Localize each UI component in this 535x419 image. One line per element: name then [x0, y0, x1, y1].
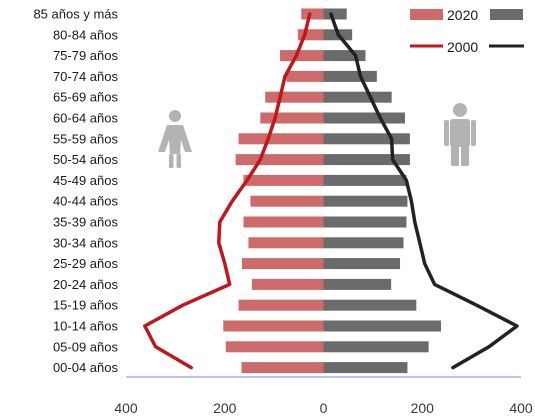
bar-2020-female-85-a-os-y-m-s — [323, 8, 347, 20]
bar-2020-female-20-24-a-os — [323, 278, 392, 290]
category-label-20-24-a-os: 20-24 años — [53, 277, 119, 292]
category-label-65-69-a-os: 65-69 años — [53, 90, 119, 105]
category-label-15-19-a-os: 15-19 años — [53, 298, 119, 313]
bar-2020-male-45-49-a-os — [243, 174, 324, 186]
category-label-50-54-a-os: 50-54 años — [53, 152, 119, 167]
category-label-60-64-a-os: 60-64 años — [53, 111, 119, 126]
bar-2020-male-00-04-a-os — [241, 362, 324, 374]
bar-2020-male-65-69-a-os — [265, 91, 324, 103]
bar-2020-female-55-59-a-os — [323, 133, 410, 145]
bar-2020-male-05-09-a-os — [225, 341, 324, 353]
category-label-45-49-a-os: 45-49 años — [53, 173, 119, 188]
category-label-40-44-a-os: 40-44 años — [53, 194, 119, 209]
bar-2020-male-70-74-a-os — [286, 70, 324, 82]
x-tick-label: 400 — [509, 400, 533, 416]
bar-2020-female-25-29-a-os — [323, 258, 401, 270]
legend-label-2020: 2020 — [447, 7, 478, 23]
category-label-75-79-a-os: 75-79 años — [53, 48, 119, 63]
bar-2020-female-50-54-a-os — [323, 154, 410, 166]
bar-2020-female-10-14-a-os — [323, 320, 442, 332]
category-label-70-74-a-os: 70-74 años — [53, 69, 119, 84]
bar-2020-female-45-49-a-os — [323, 174, 407, 186]
bar-2020-male-35-39-a-os — [243, 216, 324, 228]
x-tick-label: 200 — [213, 400, 237, 416]
category-labels: 85 años y más 80-84 años 75-79 años 70-74 a… — [33, 7, 118, 376]
female-figure-icon — [158, 110, 192, 168]
category-label-05-09-a-os: 05-09 años — [53, 339, 119, 354]
bar-2020-male-25-29-a-os — [242, 258, 324, 270]
bar-2020-male-50-54-a-os — [235, 154, 324, 166]
bar-2020-female-35-39-a-os — [323, 216, 407, 228]
bar-2020-female-00-04-a-os — [323, 362, 408, 374]
bar-2020-male-55-59-a-os — [238, 133, 324, 145]
line-2000-male — [143, 12, 312, 370]
category-label-35-39-a-os: 35-39 años — [53, 215, 119, 230]
category-label-55-59-a-os: 55-59 años — [53, 131, 119, 146]
category-label-00-04-a-os: 00-04 años — [53, 360, 119, 375]
category-label-10-14-a-os: 10-14 años — [53, 319, 119, 334]
category-label-25-29-a-os: 25-29 años — [53, 256, 119, 271]
x-tick-label: 400 — [114, 400, 138, 416]
bar-2020-female-15-19-a-os — [323, 299, 417, 311]
bar-2020-female-05-09-a-os — [323, 341, 429, 353]
bar-2020-female-40-44-a-os — [323, 195, 408, 207]
legend-swatch-2020-male — [410, 9, 443, 20]
category-label-80-84-a-os: 80-84 años — [53, 27, 119, 42]
legend: 2020 2000 — [410, 7, 524, 55]
bar-2020-female-65-69-a-os — [323, 91, 392, 103]
bar-2020-male-15-19-a-os — [238, 299, 324, 311]
bar-2020-female-60-64-a-os — [323, 112, 405, 124]
x-tick-labels: 400 200 0 200 400 — [114, 400, 533, 416]
bar-2020-male-10-14-a-os — [223, 320, 324, 332]
legend-swatch-2020-female — [490, 9, 523, 20]
category-label-85-a-os-y-m-s: 85 años y más — [33, 7, 118, 22]
bar-2020-female-70-74-a-os — [323, 70, 377, 82]
bar-2020-male-80-84-a-os — [297, 29, 324, 41]
bar-2020-male-30-34-a-os — [248, 237, 324, 249]
male-figure-icon — [444, 103, 476, 166]
line-2000-female — [329, 12, 519, 370]
bar-2020-male-85-a-os-y-m-s — [301, 8, 324, 20]
bars-layer — [223, 8, 442, 374]
bar-2020-male-60-64-a-os — [260, 112, 324, 124]
bar-2020-female-75-79-a-os — [323, 50, 366, 62]
bar-2020-male-40-44-a-os — [250, 195, 324, 207]
x-tick-label: 200 — [411, 400, 435, 416]
lines-layer — [143, 12, 519, 370]
bar-2020-male-20-24-a-os — [251, 278, 324, 290]
bar-2020-female-30-34-a-os — [323, 237, 404, 249]
category-label-30-34-a-os: 30-34 años — [53, 235, 119, 250]
x-tick-label: 0 — [320, 400, 328, 416]
legend-label-2000: 2000 — [447, 39, 478, 55]
bar-2020-male-75-79-a-os — [280, 50, 324, 62]
